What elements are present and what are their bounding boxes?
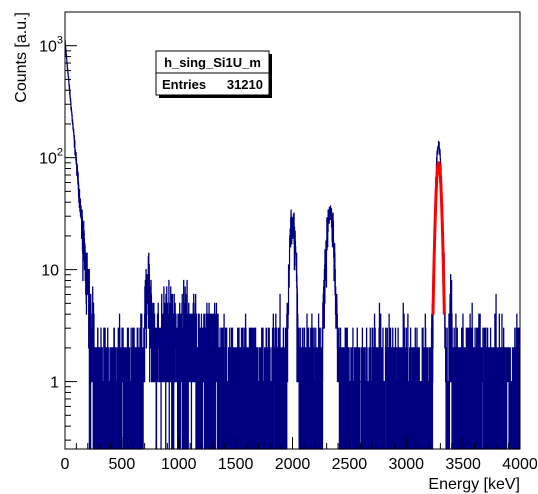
stats-box: h_sing_Si1U_m Entries 31210	[155, 50, 272, 98]
y-tick-label: 103	[39, 35, 63, 56]
x-tick-label: 3000	[388, 456, 424, 473]
stats-entries-label: Entries	[162, 77, 206, 92]
x-tick-label: 500	[109, 456, 136, 473]
x-tick-label: 2500	[332, 456, 368, 473]
y-tick-label: 102	[39, 147, 63, 168]
y-tick-label: 1	[50, 375, 59, 392]
x-tick-label: 3500	[445, 456, 481, 473]
stats-entries-value: 31210	[227, 77, 263, 92]
x-axis-title: Energy [keV]	[428, 476, 520, 493]
x-tick-label: 2000	[275, 456, 311, 473]
x-tick-label: 1000	[161, 456, 197, 473]
y-tick-label: 10	[41, 263, 59, 280]
x-tick-label: 1500	[218, 456, 254, 473]
stats-box-title: h_sing_Si1U_m	[164, 55, 261, 70]
x-tick-label: 0	[61, 456, 70, 473]
axes: 0 500 1000 1500 2000 2500 3000 3500 4000 1 10 102 10…	[39, 11, 538, 473]
gaussian-fit-curve	[431, 161, 446, 315]
x-tick-label: 4000	[502, 456, 538, 473]
y-axis-title: Counts [a.u.]	[13, 12, 30, 103]
